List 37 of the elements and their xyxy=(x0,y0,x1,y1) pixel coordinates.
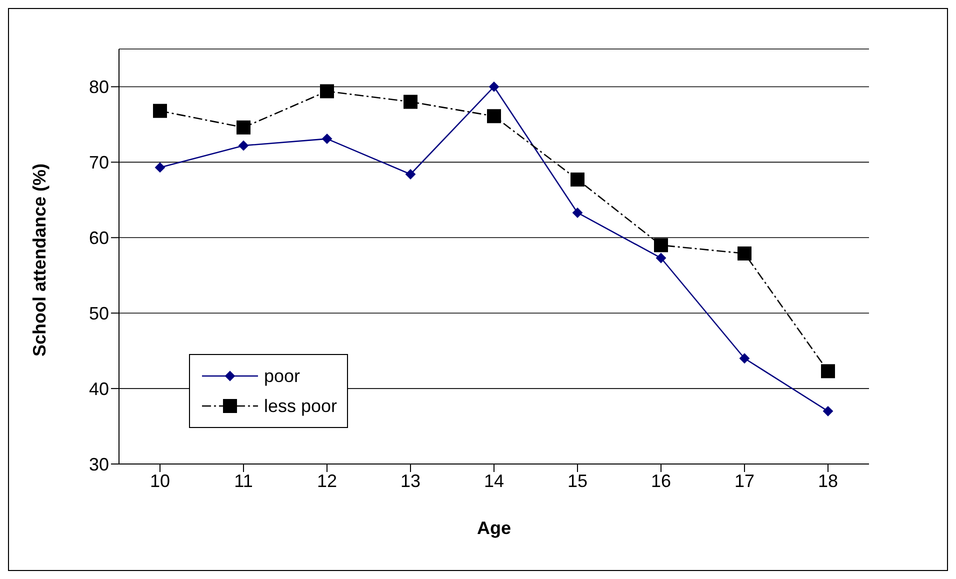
point xyxy=(236,120,250,134)
point xyxy=(489,82,499,92)
point xyxy=(153,104,167,118)
x-tick-label: 14 xyxy=(484,470,504,491)
legend-label: less poor xyxy=(264,396,338,416)
y-tick-label: 70 xyxy=(88,152,109,173)
point xyxy=(404,94,418,109)
x-tick-label: 10 xyxy=(150,470,170,491)
y-tick-label: 80 xyxy=(88,77,109,98)
point xyxy=(238,140,248,151)
point xyxy=(821,364,835,378)
y-tick-label: 60 xyxy=(88,228,109,248)
x-tick-label: 11 xyxy=(234,470,253,491)
x-tick-label: 18 xyxy=(818,470,838,491)
point xyxy=(823,406,833,416)
y-tick-label: 30 xyxy=(88,454,109,474)
y-axis-title: School attendance (%) xyxy=(29,163,50,356)
point xyxy=(572,208,582,218)
point xyxy=(740,353,750,364)
point xyxy=(738,246,752,260)
point xyxy=(155,162,165,172)
point xyxy=(656,253,666,264)
point xyxy=(487,109,501,124)
point xyxy=(320,84,334,98)
x-tick-label: 12 xyxy=(316,470,338,491)
y-tick-label: 40 xyxy=(88,378,109,399)
x-axis-title: Age xyxy=(476,518,512,538)
point xyxy=(570,172,584,187)
x-tick-label: 15 xyxy=(567,470,588,491)
point xyxy=(654,238,668,252)
x-tick-label: 16 xyxy=(650,470,672,491)
legend-label: poor xyxy=(264,366,300,386)
x-tick-label: 13 xyxy=(400,470,421,491)
x-tick-label: 17 xyxy=(734,470,755,491)
y-tick-label: 50 xyxy=(88,303,109,324)
point xyxy=(406,169,416,180)
point xyxy=(322,134,332,144)
